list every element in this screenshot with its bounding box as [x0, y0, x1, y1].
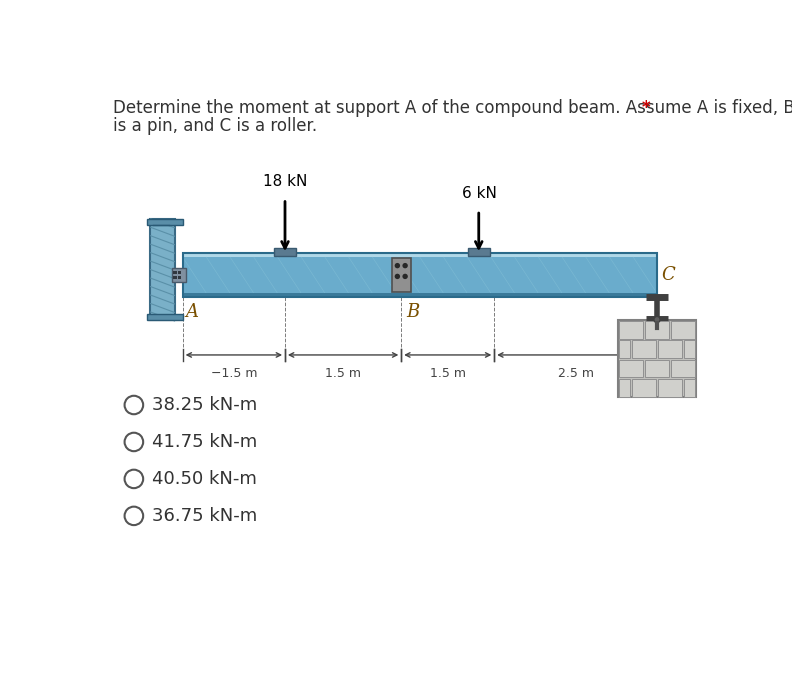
Bar — [619, 321, 643, 339]
Bar — [147, 219, 183, 225]
Text: 18 kN: 18 kN — [263, 174, 307, 190]
Bar — [683, 340, 695, 358]
Bar — [683, 379, 695, 396]
Bar — [658, 340, 682, 358]
Bar — [183, 292, 657, 297]
Bar — [671, 321, 695, 339]
Text: *: * — [642, 99, 650, 116]
Circle shape — [402, 274, 408, 279]
Bar — [173, 271, 177, 274]
Text: 40.50 kN-m: 40.50 kN-m — [153, 470, 257, 488]
Bar — [172, 268, 186, 282]
Bar — [183, 252, 657, 257]
Bar — [619, 340, 630, 358]
Bar — [658, 379, 682, 396]
Circle shape — [394, 263, 400, 269]
Bar — [147, 314, 183, 320]
Bar — [645, 360, 669, 377]
Text: Determine the moment at support A of the compound beam. Assume A is fixed, B: Determine the moment at support A of the… — [113, 99, 792, 116]
Bar — [632, 379, 657, 396]
Bar — [178, 271, 181, 274]
Text: is a pin, and C is a roller.: is a pin, and C is a roller. — [113, 117, 317, 135]
Text: 6 kN: 6 kN — [462, 186, 497, 201]
Bar — [178, 276, 181, 279]
Bar — [183, 252, 657, 297]
Bar — [632, 340, 657, 358]
Text: 36.75 kN-m: 36.75 kN-m — [153, 507, 257, 525]
Text: 38.25 kN-m: 38.25 kN-m — [153, 396, 257, 414]
Bar — [150, 219, 175, 320]
Bar — [619, 379, 630, 396]
Text: A: A — [186, 303, 199, 322]
Bar — [274, 248, 296, 256]
Circle shape — [402, 263, 408, 269]
Text: B: B — [406, 303, 419, 322]
Bar — [645, 321, 669, 339]
Text: 1.5 m: 1.5 m — [430, 367, 466, 380]
Circle shape — [394, 274, 400, 279]
Text: 1.5 m: 1.5 m — [326, 367, 361, 380]
Text: C: C — [661, 266, 676, 284]
Text: −1.5 m: −1.5 m — [211, 367, 257, 380]
Bar — [468, 248, 489, 256]
Text: 2.5 m: 2.5 m — [558, 367, 594, 380]
Bar — [173, 276, 177, 279]
Bar — [183, 257, 657, 292]
Bar — [619, 320, 695, 397]
Bar — [392, 258, 410, 292]
Circle shape — [654, 316, 660, 322]
Bar — [619, 360, 643, 377]
Bar — [671, 360, 695, 377]
Text: 41.75 kN-m: 41.75 kN-m — [153, 433, 257, 451]
